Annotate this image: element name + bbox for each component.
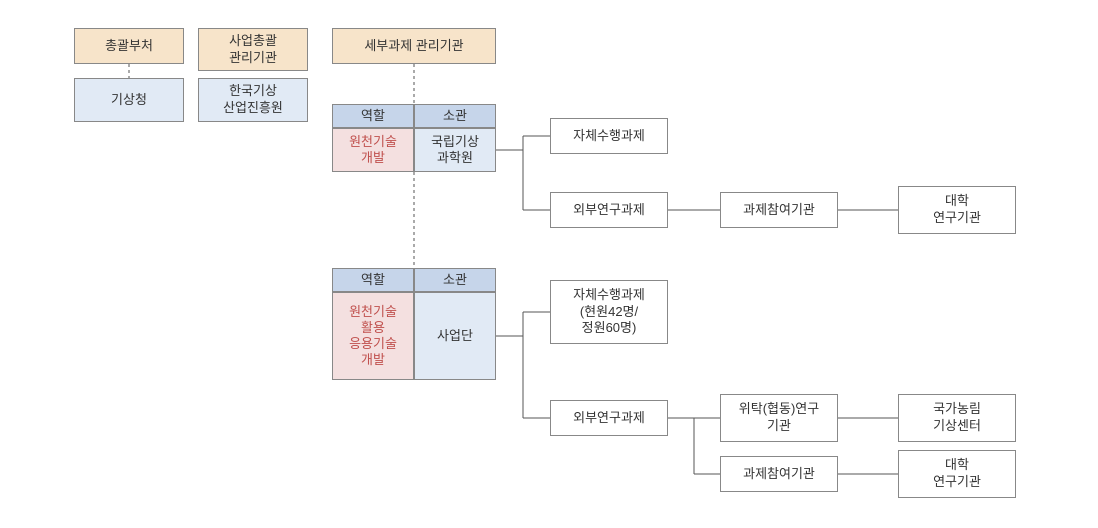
node-university-1: 대학연구기관	[898, 186, 1016, 234]
body-kmipa: 한국기상산업진흥원	[198, 78, 308, 122]
node-coop-research: 위탁(협동)연구기관	[720, 394, 838, 442]
role-table-1: 역할 소관 원천기술개발 국립기상과학원	[332, 104, 496, 172]
role-header: 역할	[332, 268, 414, 292]
jurisdiction-header: 소관	[414, 268, 496, 292]
node-participant-2: 과제참여기관	[720, 456, 838, 492]
header-subtask-mgmt: 세부과제 관리기관	[332, 28, 496, 64]
label: 한국기상산업진흥원	[223, 83, 283, 117]
role-value: 원천기술활용응용기술개발	[332, 292, 414, 380]
header-overall-dept: 총괄부처	[74, 28, 184, 64]
node-ag-forest-center: 국가농림기상센터	[898, 394, 1016, 442]
role-header: 역할	[332, 104, 414, 128]
role-value: 원천기술개발	[332, 128, 414, 172]
body-kma: 기상청	[74, 78, 184, 122]
node-participant-1: 과제참여기관	[720, 192, 838, 228]
node-external-task-1: 외부연구과제	[550, 192, 668, 228]
header-project-mgmt: 사업총괄관리기관	[198, 28, 308, 71]
label: 총괄부처	[105, 38, 153, 55]
label: 세부과제 관리기관	[364, 38, 463, 55]
jurisdiction-value: 국립기상과학원	[414, 128, 496, 172]
node-external-task-2: 외부연구과제	[550, 400, 668, 436]
node-self-task-2: 자체수행과제(현원42명/정원60명)	[550, 280, 668, 344]
node-university-2: 대학연구기관	[898, 450, 1016, 498]
jurisdiction-value: 사업단	[414, 292, 496, 380]
node-self-task-1: 자체수행과제	[550, 118, 668, 154]
label: 기상청	[111, 92, 147, 109]
role-table-2: 역할 소관 원천기술활용응용기술개발 사업단	[332, 268, 496, 380]
label: 사업총괄관리기관	[229, 33, 277, 67]
jurisdiction-header: 소관	[414, 104, 496, 128]
